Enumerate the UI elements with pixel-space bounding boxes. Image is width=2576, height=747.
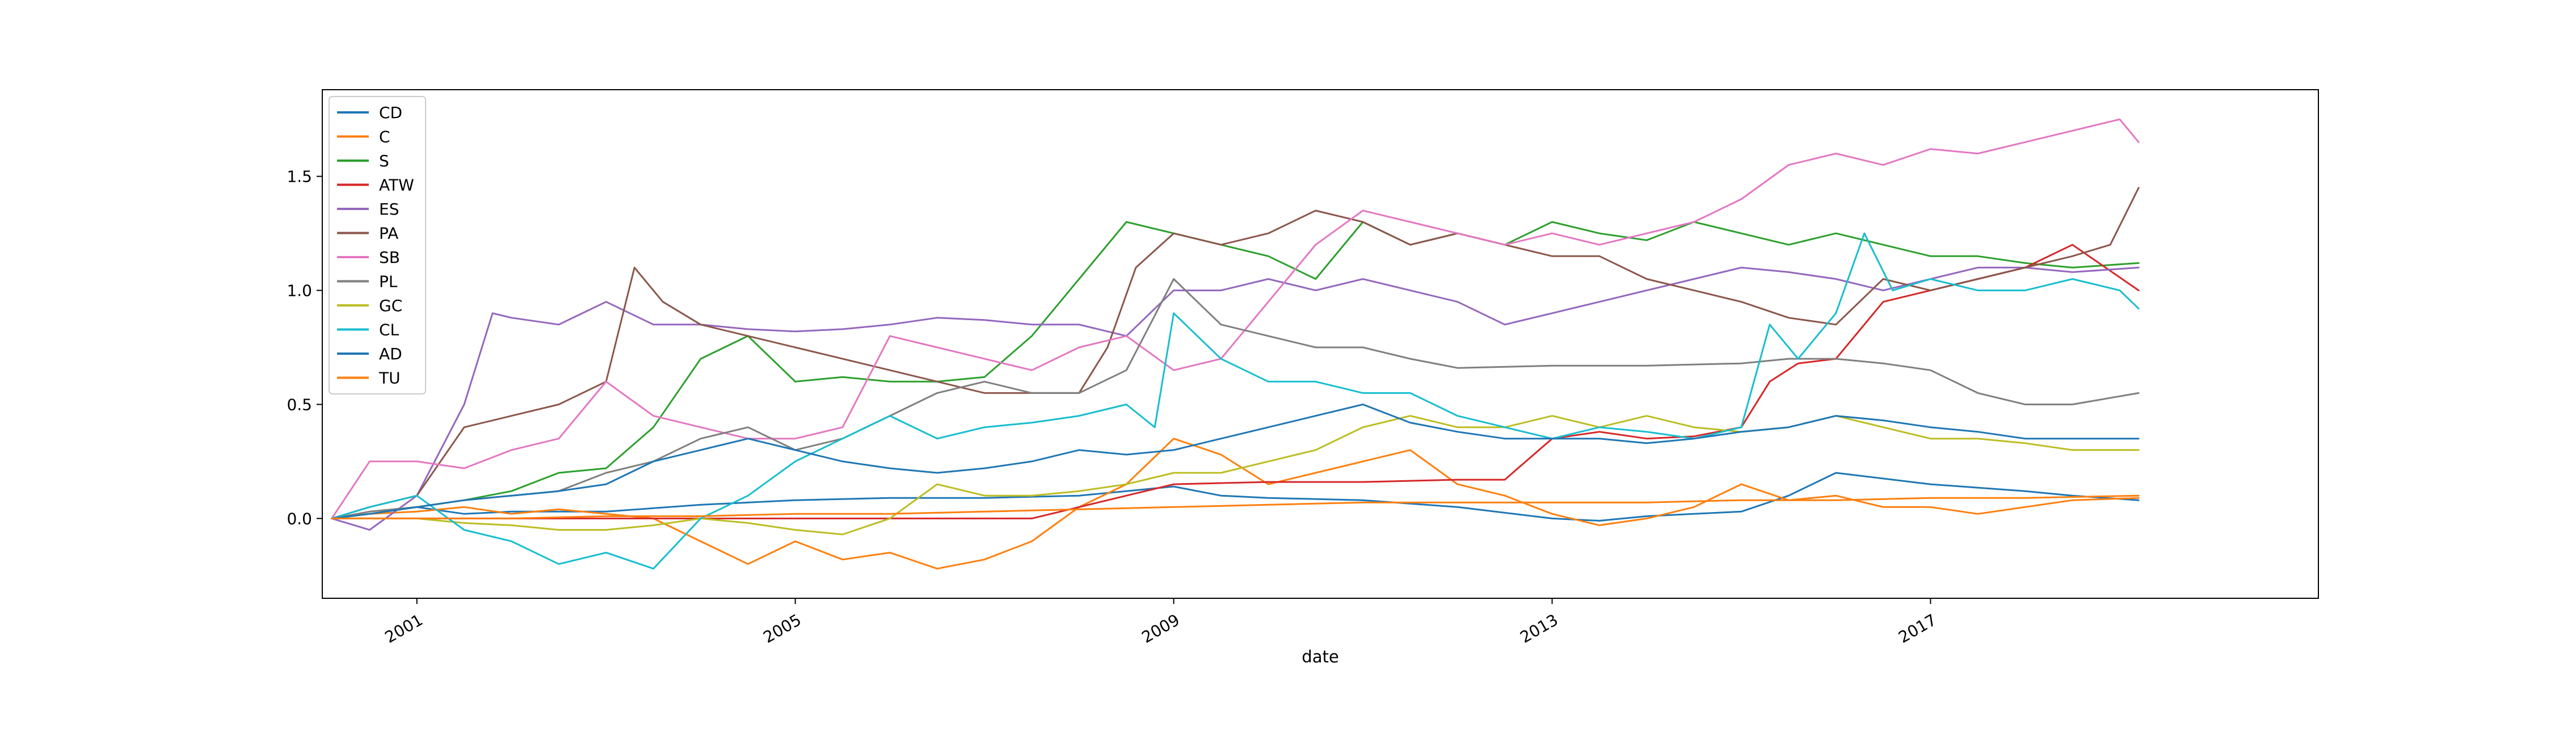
series-line-pl (331, 278, 2140, 519)
series-layer (331, 118, 2140, 570)
series-line-pa (331, 187, 2140, 519)
legend-label-c: C (379, 128, 390, 146)
legend-label-sb: SB (379, 248, 400, 267)
legend-label-ad: AD (379, 345, 402, 363)
y-tick-label: 0.0 (287, 509, 312, 528)
x-axis-label: date (1302, 647, 1338, 666)
series-line-cd (331, 472, 2140, 522)
y-tick-label: 1.5 (287, 167, 312, 186)
legend-box (329, 96, 426, 395)
plot-frame (322, 89, 2319, 599)
series-line-cl (331, 232, 2140, 570)
legend-label-cd: CD (379, 103, 402, 122)
y-tick-label: 1.0 (287, 282, 312, 300)
y-tick-label: 0.5 (287, 395, 312, 414)
series-line-atw (331, 244, 2140, 519)
legend-label-atw: ATW (379, 176, 414, 195)
series-line-ad (331, 404, 2140, 519)
legend-label-s: S (379, 152, 389, 170)
legend: CD CS ATW ES PA SB PL GC CL AD TU (329, 96, 426, 395)
legend-label-pa: PA (379, 224, 398, 243)
series-line-tu (331, 494, 2140, 519)
series-line-es (331, 266, 2140, 531)
legend-label-cl: CL (379, 321, 399, 339)
legend-label-gc: GC (379, 296, 402, 315)
legend-label-es: ES (379, 200, 399, 219)
legend-label-pl: PL (379, 272, 398, 291)
legend-label-tu: TU (378, 369, 401, 388)
